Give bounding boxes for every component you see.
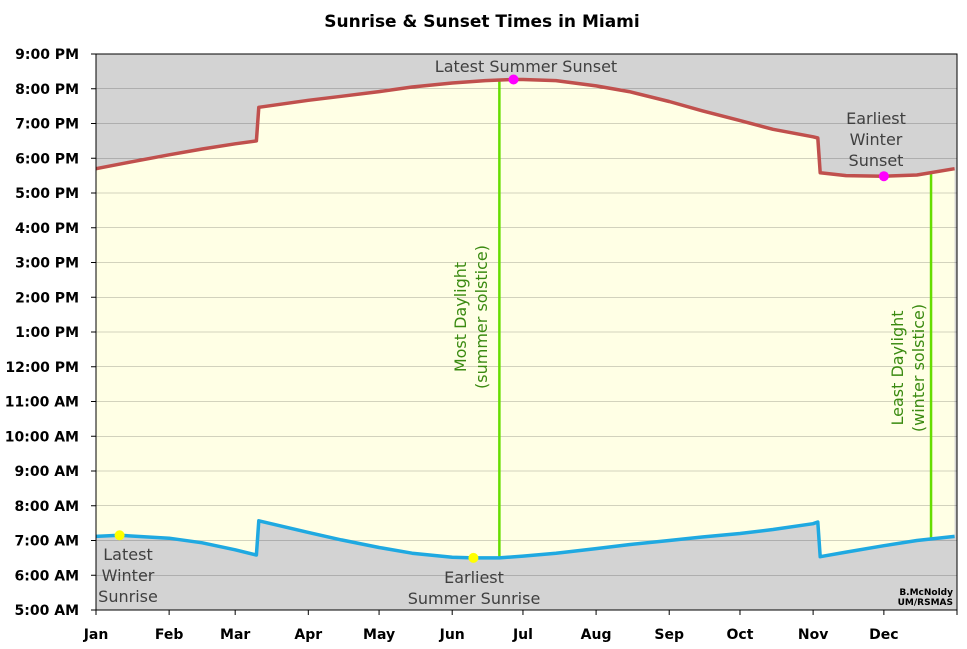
x-tick-label: Jan xyxy=(83,627,109,643)
y-tick-label: 7:00 PM xyxy=(15,117,79,133)
x-tick-label: May xyxy=(363,627,395,643)
credit-affiliation: UM/RSMAS xyxy=(898,598,953,608)
annotation-latest-summer-sunset: Latest Summer Sunset xyxy=(435,57,617,76)
chart-title: Sunrise & Sunset Times in Miami xyxy=(324,12,639,32)
y-tick-label: 3:00 PM xyxy=(15,256,79,272)
latest-summer-sunset-marker xyxy=(508,74,519,85)
x-tick-label: Jun xyxy=(439,627,465,643)
y-tick-label: 10:00 AM xyxy=(5,429,79,445)
plot-border xyxy=(95,53,958,611)
annotation-least-daylight-line1: Least Daylight xyxy=(888,310,907,425)
x-tick-label: Oct xyxy=(727,627,754,643)
x-tick-label: Dec xyxy=(869,627,898,643)
annotations: Latest Summer Sunset Earliest Winter Sun… xyxy=(98,57,953,608)
annotation-least-daylight: Least Daylight (winter solstice) xyxy=(888,304,928,432)
y-tick-label: 9:00 PM xyxy=(15,47,79,63)
latest-winter-sunrise-marker xyxy=(114,530,125,541)
sunrise-line xyxy=(95,519,955,560)
annotation-earliest-winter-sunset-line1: Earliest xyxy=(846,109,906,128)
annotation-earliest-summer-sunrise-line2: Summer Sunrise xyxy=(408,589,541,608)
x-tick-label: Sep xyxy=(654,627,684,643)
y-axis-ticks: 5:00 AM 6:00 AM 7:00 AM 8:00 AM 9:00 AM 10:00… xyxy=(5,47,96,619)
sunset-line xyxy=(95,77,955,178)
y-tick-label: 6:00 AM xyxy=(15,568,79,584)
y-tick-label: 4:00 PM xyxy=(15,221,79,237)
annotation-least-daylight-line2: (winter solstice) xyxy=(909,304,928,432)
credit-author: B.McNoldy xyxy=(899,588,953,598)
annotation-most-daylight-line1: Most Daylight xyxy=(451,262,470,372)
annotation-earliest-winter-sunset-line3: Sunset xyxy=(849,151,904,170)
y-tick-label: 9:00 AM xyxy=(15,464,79,480)
y-tick-label: 5:00 PM xyxy=(15,186,79,202)
x-tick-label: Jul xyxy=(512,627,533,643)
annotation-latest-winter-sunrise-line2: Winter xyxy=(102,566,155,585)
annotation-most-daylight-line2: (summer solstice) xyxy=(472,245,491,389)
earliest-summer-sunrise-marker xyxy=(468,552,479,563)
y-tick-label: 11:00 AM xyxy=(5,395,79,411)
y-tick-label: 2:00 PM xyxy=(15,290,79,306)
y-tick-label: 12:00 PM xyxy=(5,360,79,376)
y-tick-label: 8:00 PM xyxy=(15,82,79,98)
annotation-earliest-summer-sunrise-line1: Earliest xyxy=(444,568,504,587)
y-tick-label: 6:00 PM xyxy=(15,151,79,167)
y-tick-label: 1:00 PM xyxy=(15,325,79,341)
x-axis-ticks: Jan Feb Mar Apr May Jun Jul Aug Sep Oct Nov Dec xyxy=(83,610,958,643)
x-tick-label: Apr xyxy=(294,627,322,643)
daylight-fill-area xyxy=(96,79,955,558)
x-tick-label: Feb xyxy=(155,627,184,643)
series-lines xyxy=(95,77,955,560)
extreme-markers xyxy=(114,74,889,563)
y-tick-label: 7:00 AM xyxy=(15,534,79,550)
x-tick-label: Nov xyxy=(798,627,828,643)
daylight-fill xyxy=(96,79,955,558)
y-tick-label: 5:00 AM xyxy=(15,603,79,619)
y-tick-label: 8:00 AM xyxy=(15,499,79,515)
annotation-latest-winter-sunrise-line1: Latest xyxy=(103,545,152,564)
solstice-lines xyxy=(498,80,933,558)
x-tick-label: Aug xyxy=(581,627,612,643)
annotation-earliest-winter-sunset-line2: Winter xyxy=(850,130,903,149)
earliest-winter-sunset-marker xyxy=(878,171,889,182)
annotation-most-daylight: Most Daylight (summer solstice) xyxy=(451,245,491,389)
annotation-latest-winter-sunrise-line3: Sunrise xyxy=(98,587,158,606)
x-tick-label: Mar xyxy=(220,627,250,643)
